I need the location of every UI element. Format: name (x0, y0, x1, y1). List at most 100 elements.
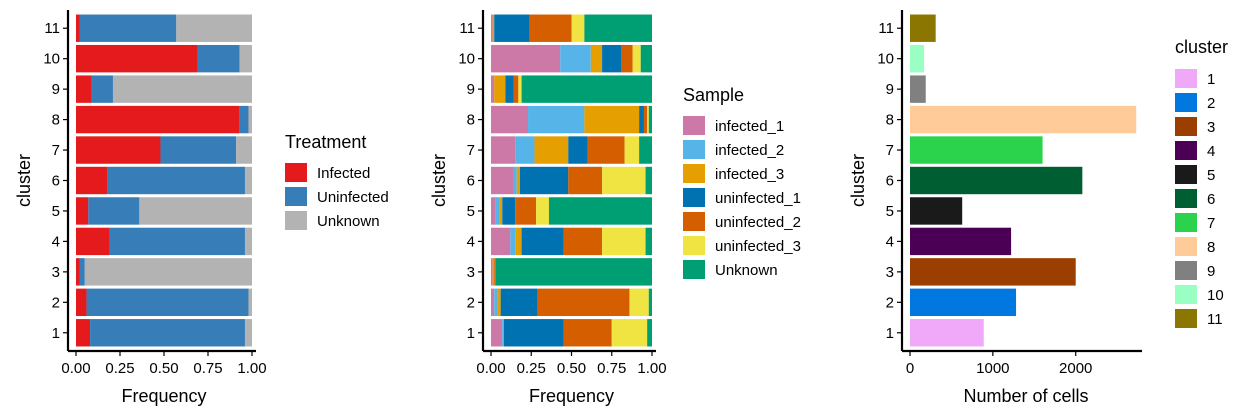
legend-label: infected_3 (715, 166, 784, 183)
bar-segment (197, 44, 240, 73)
bar-segment (76, 14, 80, 42)
bar-segment (112, 75, 253, 103)
bar-segment (491, 136, 516, 164)
bar-segment (568, 166, 603, 195)
bar-segment (236, 136, 252, 164)
bar-segment (491, 105, 529, 134)
legend-label: 2 (1207, 95, 1215, 112)
legend-swatch (1175, 93, 1197, 112)
bar-segment (560, 44, 591, 73)
y-tick-label: 2 (467, 294, 475, 311)
bars (910, 14, 1137, 347)
bar-segment (84, 258, 252, 286)
bar-segment (90, 319, 245, 347)
bar-segment (521, 75, 652, 103)
bar-segment (571, 14, 585, 42)
legend-swatch (1175, 165, 1197, 184)
bar-segment (529, 14, 572, 42)
bar-segment (645, 166, 652, 195)
bar-segment (76, 44, 198, 73)
bar-segment (602, 166, 646, 195)
bar-segment (494, 258, 496, 286)
bar-segment (503, 319, 564, 347)
bar-segment (590, 44, 603, 73)
legend-label: 6 (1207, 191, 1215, 208)
legend-swatch (683, 212, 705, 231)
y-tick-label: 10 (877, 51, 894, 68)
bar-segment (505, 75, 514, 103)
legend-label: 5 (1207, 167, 1215, 184)
legend-label: infected_2 (715, 142, 784, 159)
bar-segment (495, 197, 500, 225)
y-axis-title: cluster (14, 154, 34, 207)
y-tick-label: 6 (52, 173, 60, 190)
legend-label: 3 (1207, 119, 1215, 136)
bar-segment (528, 105, 585, 134)
bar-segment (639, 105, 644, 134)
bar-segment (621, 44, 633, 73)
bar-segment (244, 319, 252, 347)
legend-swatch (683, 236, 705, 255)
bar-segment (239, 105, 249, 134)
legend-label: Unknown (715, 262, 778, 279)
legend-swatch (683, 164, 705, 183)
legend: Sample infected_1 infected_2 infected_3unin… (683, 85, 801, 279)
bar (910, 105, 1137, 134)
legend-swatch (285, 187, 307, 206)
bar-segment (534, 136, 569, 164)
legend-label: 7 (1207, 215, 1215, 232)
legend-swatch (683, 260, 705, 279)
bar-segment (602, 227, 646, 256)
y-tick-label: 3 (467, 264, 475, 281)
y-tick-label: 1 (467, 325, 475, 342)
bar-segment (491, 258, 493, 286)
bar-segment (632, 44, 641, 73)
bar-segment (645, 227, 652, 256)
bar (910, 197, 963, 225)
x-tick-label: 0.50 (149, 360, 178, 377)
legend-title: Treatment (285, 132, 366, 152)
bar-segment (76, 166, 108, 195)
legend-label: 10 (1207, 287, 1224, 304)
bar-segment (244, 166, 252, 195)
bar-segment (648, 105, 652, 134)
y-tick-label: 8 (467, 112, 475, 129)
y-tick-label: 8 (886, 112, 894, 129)
bar-segment (491, 75, 495, 103)
bar-segment (563, 319, 612, 347)
legend-swatch (683, 140, 705, 159)
bar-segment (492, 258, 495, 286)
bar-segment (176, 14, 252, 42)
legend-swatch (1175, 141, 1197, 160)
bar (910, 227, 1012, 256)
bar-segment (537, 288, 630, 317)
bar-segment (584, 14, 652, 42)
bar-segment (494, 288, 498, 317)
y-tick-label: 5 (467, 203, 475, 220)
y-tick-label: 10 (458, 51, 475, 68)
bar-segment (510, 227, 516, 256)
y-tick-label: 6 (467, 173, 475, 190)
y-tick-label: 8 (52, 112, 60, 129)
bars (76, 14, 253, 347)
legend-label: 4 (1207, 143, 1215, 160)
bar-segment (79, 14, 177, 42)
bar (910, 75, 926, 103)
bar (910, 166, 1083, 195)
legend-swatch (1175, 285, 1197, 304)
legend-title: cluster (1175, 37, 1228, 57)
x-tick-label: 0.25 (105, 360, 134, 377)
bar-segment (494, 14, 530, 42)
bar-segment (491, 44, 561, 73)
bar-segment (76, 319, 91, 347)
x-tick-label: 1.00 (637, 360, 666, 377)
y-tick-label: 1 (886, 325, 894, 342)
legend-label: uninfected_3 (715, 238, 801, 255)
y-tick-label: 7 (52, 142, 60, 159)
bar-segment (519, 166, 569, 195)
bar-segment (491, 227, 511, 256)
bar (910, 136, 1043, 164)
bar-segment (502, 319, 504, 347)
